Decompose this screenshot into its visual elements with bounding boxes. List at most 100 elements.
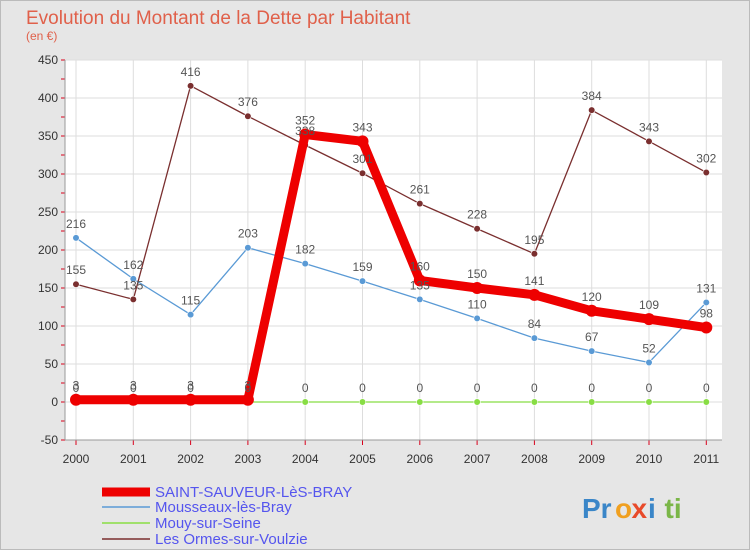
series-point-3 xyxy=(244,112,252,120)
series-point-3 xyxy=(416,200,424,208)
data-label: 338 xyxy=(295,124,315,138)
data-label: 135 xyxy=(410,278,430,292)
chart-subtitle: (en €) xyxy=(26,29,57,43)
series-point-2 xyxy=(301,398,309,406)
x-tick-label: 2004 xyxy=(292,452,319,466)
x-tick-label: 2009 xyxy=(578,452,605,466)
data-label: 160 xyxy=(410,259,430,273)
data-label: 3 xyxy=(130,379,137,393)
y-tick-label: 450 xyxy=(38,53,58,67)
series-point-3 xyxy=(358,169,367,177)
series-point-1 xyxy=(645,358,653,367)
data-label: 0 xyxy=(531,381,538,395)
data-label: 67 xyxy=(585,330,599,344)
data-label: 110 xyxy=(468,297,487,311)
data-label: 416 xyxy=(181,65,201,79)
data-label: 0 xyxy=(646,381,653,395)
data-label: 0 xyxy=(588,381,595,395)
x-tick-label: 2005 xyxy=(349,452,376,466)
x-tick-label: 2011 xyxy=(693,452,719,466)
series-point-2 xyxy=(588,398,596,406)
series-point-3 xyxy=(473,225,481,233)
data-label: 384 xyxy=(582,89,602,103)
data-label: 182 xyxy=(295,243,315,257)
data-label: 150 xyxy=(467,267,487,281)
data-label: 228 xyxy=(467,208,487,222)
x-tick-label: 2000 xyxy=(63,452,90,466)
data-label: 0 xyxy=(245,381,252,395)
series-point-3 xyxy=(187,82,195,90)
data-label: 109 xyxy=(639,298,659,312)
x-tick-label: 2008 xyxy=(521,452,548,466)
data-label: 261 xyxy=(410,183,430,197)
series-point-0 xyxy=(184,393,197,406)
series-point-1 xyxy=(129,275,137,283)
series-point-0 xyxy=(528,288,541,301)
data-label: 131 xyxy=(696,281,716,295)
series-point-2 xyxy=(530,398,539,406)
series-point-1 xyxy=(473,314,481,323)
data-label: 159 xyxy=(352,260,372,274)
data-label: 0 xyxy=(703,381,710,395)
data-label: 3 xyxy=(73,379,80,393)
y-tick-label: 0 xyxy=(51,395,58,409)
data-label: 98 xyxy=(700,307,714,321)
series-point-3 xyxy=(129,295,137,304)
data-label: 155 xyxy=(66,263,86,277)
logo-part: x xyxy=(632,493,648,524)
series-point-0 xyxy=(356,135,369,148)
logo-part: i xyxy=(648,493,656,524)
series-point-3 xyxy=(530,250,539,258)
x-tick-label: 2007 xyxy=(464,452,491,466)
series-line-3 xyxy=(75,85,707,301)
series-point-0 xyxy=(585,304,598,317)
data-label: 115 xyxy=(181,294,200,308)
y-tick-label: 300 xyxy=(38,167,58,181)
data-label: 0 xyxy=(359,381,366,395)
series-point-2 xyxy=(645,398,653,406)
data-label: 52 xyxy=(642,341,656,355)
data-label: 203 xyxy=(238,227,258,241)
data-label: 301 xyxy=(352,152,372,166)
series-point-3 xyxy=(588,106,596,114)
data-label: 0 xyxy=(302,381,309,395)
y-tick-label: 250 xyxy=(38,205,58,219)
y-tick-label: 200 xyxy=(38,243,58,257)
legend: SAINT-SAUVEUR-LèS-BRAYMousseaux-lès-Bray… xyxy=(102,484,352,548)
y-tick-label: 350 xyxy=(38,129,58,143)
series-point-3 xyxy=(72,280,80,288)
x-tick-label: 2001 xyxy=(120,452,147,466)
y-tick-label: 150 xyxy=(38,281,58,295)
logo-part: Pr xyxy=(582,493,612,524)
x-tick-label: 2002 xyxy=(177,452,204,466)
series-line-1 xyxy=(75,237,707,364)
series-point-0 xyxy=(643,313,655,326)
series-point-2 xyxy=(473,398,481,406)
data-label: 0 xyxy=(73,381,80,395)
series-point-1 xyxy=(301,260,309,268)
series-point-1 xyxy=(244,244,252,252)
data-label: 135 xyxy=(123,278,143,292)
series-point-1 xyxy=(187,311,195,319)
series-point-0 xyxy=(241,393,254,406)
legend-label-2: Mouy-sur-Seine xyxy=(155,515,261,532)
series-point-3 xyxy=(702,168,710,177)
data-label: 141 xyxy=(524,274,544,288)
series-point-1 xyxy=(530,334,539,342)
series-point-3 xyxy=(645,137,653,145)
data-label: 0 xyxy=(130,381,137,395)
series-point-1 xyxy=(702,298,710,307)
logo-part: ti xyxy=(665,493,682,524)
legend-label-0: SAINT-SAUVEUR-LèS-BRAY xyxy=(155,484,352,501)
data-label: 0 xyxy=(474,381,481,395)
legend-label-3: Les Ormes-sur-Voulzie xyxy=(155,531,308,548)
y-tick-label: -50 xyxy=(41,433,59,447)
data-label: 343 xyxy=(639,120,659,134)
data-label: 120 xyxy=(582,290,602,304)
data-label: 162 xyxy=(123,258,143,272)
proxiti-logo: Pr o x i ti xyxy=(582,493,682,524)
series-point-0 xyxy=(413,274,426,287)
x-tick-label: 2006 xyxy=(406,452,433,466)
data-label: 343 xyxy=(352,120,372,134)
legend-label-1: Mousseaux-lès-Bray xyxy=(155,499,292,516)
